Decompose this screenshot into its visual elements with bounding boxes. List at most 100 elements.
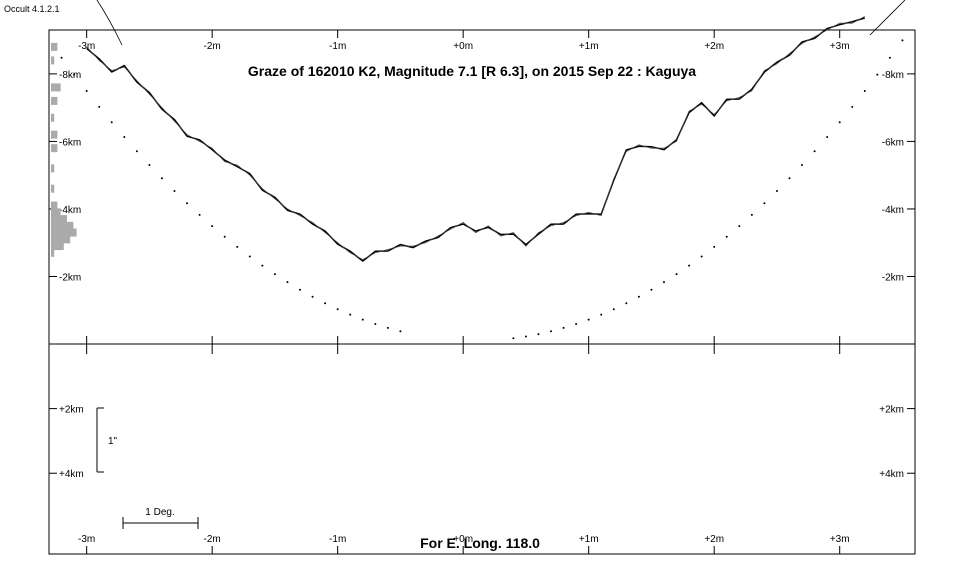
histogram-bar	[51, 184, 55, 193]
y-tick-label-right: -6km	[882, 137, 904, 148]
limb-dot	[211, 225, 214, 228]
limb-dot	[299, 288, 302, 291]
footer-longitude: For E. Long. 118.0	[420, 535, 540, 551]
limb-dot	[160, 177, 163, 180]
smooth-line	[86, 16, 865, 261]
histogram-bar	[51, 130, 58, 139]
histogram-bar	[51, 164, 55, 173]
y-tick-label-left: +4km	[59, 469, 84, 480]
limb-dot	[600, 313, 603, 316]
x-tick-label-top: -3m	[78, 41, 95, 52]
horizontal-scale-bar: 1 Deg.	[122, 507, 199, 529]
x-tick-label-top: -1m	[329, 41, 346, 52]
limb-dot	[612, 308, 615, 311]
limb-dot	[537, 333, 540, 336]
y-tick-label-right: -8km	[882, 70, 904, 81]
limb-dot	[876, 73, 879, 76]
histogram-bar	[51, 56, 55, 65]
limb-dot	[336, 308, 339, 311]
histogram-bar	[51, 248, 55, 257]
limb-dot	[838, 121, 841, 124]
y-tick-label-left: -2km	[59, 272, 81, 283]
limb-dot	[236, 245, 239, 248]
limb-dot	[763, 202, 766, 205]
limb-dot	[98, 105, 101, 108]
histogram-bar	[51, 228, 77, 237]
x-tick-label-bottom: -2m	[204, 534, 221, 545]
horizontal-scale-label: 1 Deg.	[145, 507, 174, 518]
limb-dot	[550, 330, 553, 333]
limb-dot	[801, 164, 804, 167]
limb-dot	[148, 164, 151, 167]
limb-dot	[198, 213, 201, 216]
limb-dot	[60, 56, 63, 59]
histogram-bar	[51, 42, 58, 51]
limb-dot	[186, 202, 189, 205]
x-axis-ticks: -3m -3m -2m -2m -1m -1m +0m +0m +1m +1m +2m +2m +3m +…	[78, 30, 850, 554]
limb-dot	[625, 302, 628, 305]
outer-curve	[96, 0, 906, 46]
limb-dot	[361, 318, 364, 321]
limb-dot	[223, 235, 226, 238]
vertical-scale-bar: 1"	[96, 407, 118, 473]
limb-dot	[110, 121, 113, 124]
limb-dot	[311, 295, 314, 298]
histogram-bar	[51, 208, 61, 217]
histogram-bar	[51, 83, 61, 92]
limb-dot	[73, 73, 76, 76]
histogram-bar	[51, 215, 67, 224]
limb-dot	[123, 136, 126, 139]
y-tick-label-right: +4km	[879, 469, 904, 480]
vertical-scale-label: 1"	[108, 436, 118, 447]
y-tick-label-right: -4km	[882, 205, 904, 216]
limb-dot	[135, 150, 138, 153]
y-tick-label-right: +2km	[879, 405, 904, 416]
histogram-bar	[51, 96, 58, 105]
limb-dot	[725, 235, 728, 238]
x-tick-label-top: +3m	[830, 41, 850, 52]
x-tick-label-bottom: -3m	[78, 534, 95, 545]
histogram-bar	[51, 242, 64, 251]
limb-dot	[173, 190, 176, 193]
histogram-bar	[51, 144, 58, 153]
limb-dot	[775, 190, 778, 193]
histogram	[51, 42, 77, 257]
limb-dot	[587, 318, 590, 321]
limb-dot	[675, 273, 678, 276]
limb-dot	[826, 136, 829, 139]
y-tick-label-right: -2km	[882, 272, 904, 283]
limb-dot	[349, 313, 352, 316]
limb-dot	[85, 90, 88, 93]
limb-dot	[713, 245, 716, 248]
plot-frame	[48, 29, 916, 555]
limb-dot	[813, 150, 816, 153]
limb-dot	[273, 273, 276, 276]
limb-dot	[700, 255, 703, 258]
histogram-bar	[51, 235, 71, 244]
x-tick-label-bottom: -1m	[329, 534, 346, 545]
limb-dot	[738, 225, 741, 228]
x-tick-label-bottom: +3m	[830, 534, 850, 545]
x-tick-label-bottom: +1m	[579, 534, 599, 545]
limb-dot	[662, 281, 665, 284]
limb-dot	[399, 330, 402, 333]
histogram-bar	[51, 201, 58, 210]
x-tick-label-bottom: +2m	[704, 534, 724, 545]
limb-dot	[750, 213, 753, 216]
limb-dot	[324, 302, 327, 305]
limb-dots	[60, 39, 904, 340]
y-tick-label-left: -6km	[59, 137, 81, 148]
chart-title: Graze of 162010 K2, Magnitude 7.1 [R 6.3…	[248, 63, 696, 79]
app-version-label: Occult 4.1.2.1	[4, 4, 60, 14]
limb-dot	[788, 177, 791, 180]
limb-dot	[851, 105, 854, 108]
limb-dot	[386, 326, 389, 329]
profile-line	[86, 17, 866, 263]
x-tick-label-top: +2m	[704, 41, 724, 52]
limb-dot	[650, 288, 653, 291]
limb-dot	[248, 255, 251, 258]
limb-dot	[575, 323, 578, 326]
limb-dot	[286, 281, 289, 284]
x-tick-label-top: -2m	[204, 41, 221, 52]
